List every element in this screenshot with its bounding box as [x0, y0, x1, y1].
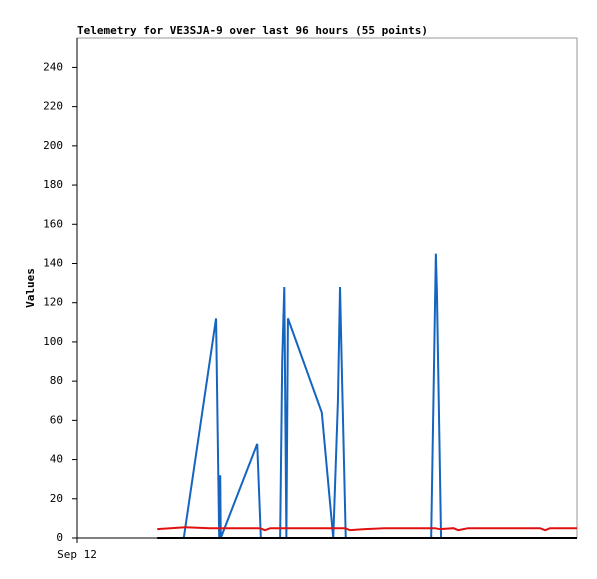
y-tick-label: 40 — [50, 453, 63, 466]
x-tick-label: Sep 12 — [57, 548, 97, 561]
y-tick-label: 240 — [43, 60, 63, 73]
y-tick-label: 180 — [43, 178, 63, 191]
y-tick-label: 160 — [43, 217, 63, 230]
series-line — [182, 253, 443, 539]
series-line — [157, 526, 577, 532]
y-tick-label: 140 — [43, 256, 63, 269]
y-tick-label: 20 — [50, 492, 63, 505]
y-tick-label: 60 — [50, 413, 63, 426]
chart-title: Telemetry for VE3SJA-9 over last 96 hour… — [77, 24, 428, 37]
y-tick-label: 200 — [43, 139, 63, 152]
y-axis-label: Values — [24, 268, 37, 308]
y-tick-label: 220 — [43, 100, 63, 113]
y-tick-label: 100 — [43, 335, 63, 348]
y-tick-label: 80 — [50, 374, 63, 387]
y-tick-label: 0 — [56, 531, 63, 544]
y-tick-label: 120 — [43, 296, 63, 309]
